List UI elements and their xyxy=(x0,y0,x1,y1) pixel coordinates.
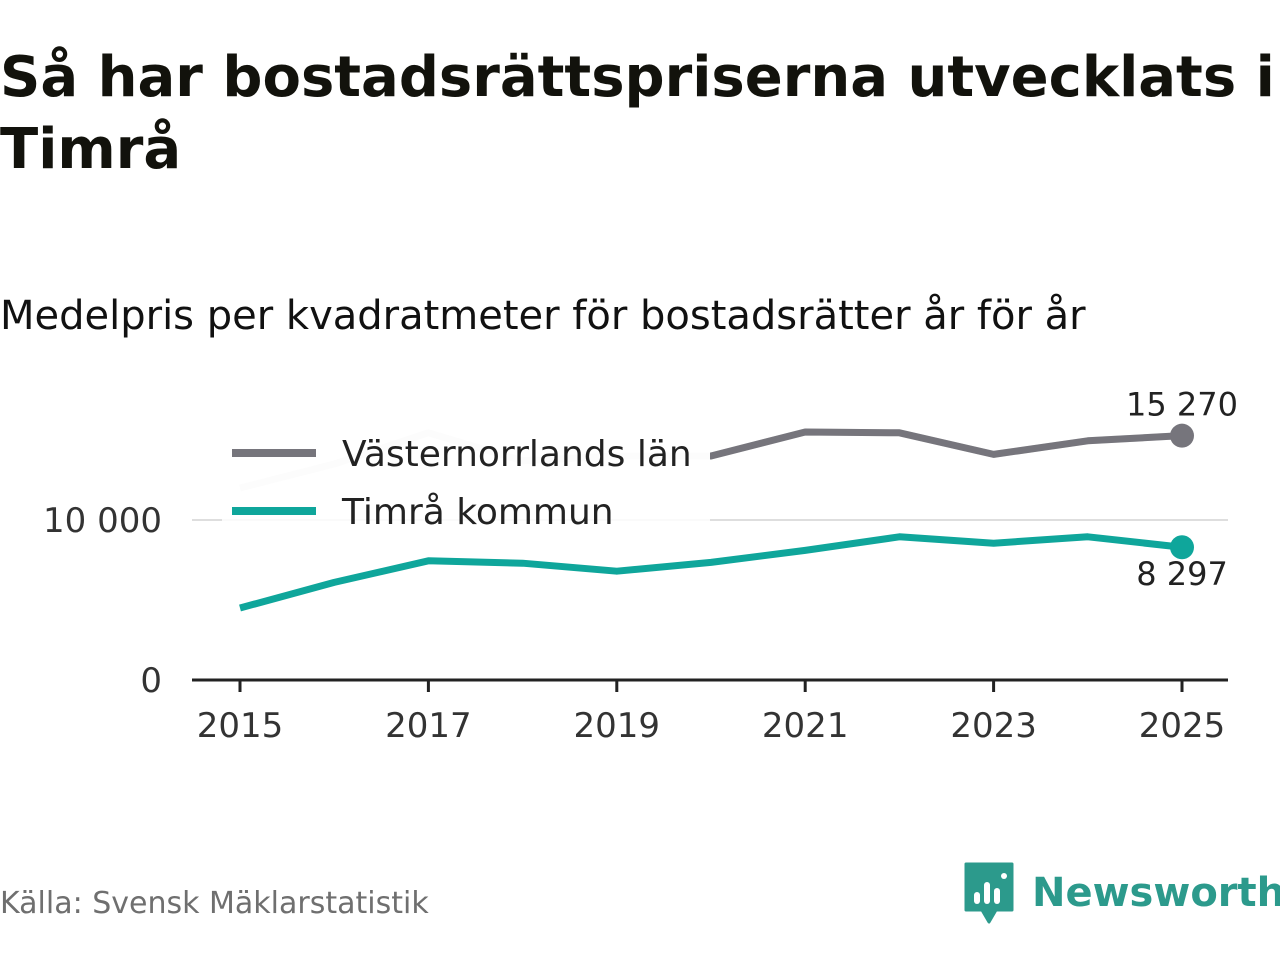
axis-layer: 0 10 000 2015 2017 2019 2021 2023 2025 xyxy=(43,501,1228,746)
newsworthy-logo[interactable]: Newsworthy xyxy=(964,862,1280,924)
x-tick-label: 2019 xyxy=(574,706,661,746)
y-tick-label: 10 000 xyxy=(43,501,162,541)
x-tick-label: 2025 xyxy=(1139,706,1226,746)
chart-title: Så har bostadsrättspriserna utvecklats i… xyxy=(0,45,1275,182)
legend-label-timra: Timrå kommun xyxy=(341,492,614,533)
end-point-marker xyxy=(1170,535,1194,560)
end-label-timra: 8 297 xyxy=(1136,555,1228,593)
source-note: Källa: Svensk Mäklarstatistik xyxy=(0,886,429,921)
legend: Västernorrlands län Timrå kommun xyxy=(222,425,710,540)
end-label-vasternorrland: 15 270 xyxy=(1126,386,1238,424)
end-point-marker xyxy=(1170,423,1194,448)
newsworthy-logo-text: Newsworthy xyxy=(1032,870,1280,916)
chart-subtitle: Medelpris per kvadratmeter för bostadsrä… xyxy=(0,293,1086,339)
series-line-timra xyxy=(239,533,1183,612)
line-chart: Västernorrlands län Timrå kommun 15 270 … xyxy=(43,386,1238,746)
y-tick-label: 0 xyxy=(140,661,162,701)
legend-label-vasternorrland: Västernorrlands län xyxy=(342,434,692,475)
x-tick-label: 2015 xyxy=(197,706,284,746)
series-line-vasternorrland xyxy=(707,428,1183,460)
legend-background xyxy=(222,425,710,540)
newsworthy-logo-icon xyxy=(964,862,1014,924)
x-tick-label: 2023 xyxy=(950,706,1037,746)
x-tick-label: 2021 xyxy=(762,706,849,746)
x-tick-label: 2017 xyxy=(385,706,472,746)
